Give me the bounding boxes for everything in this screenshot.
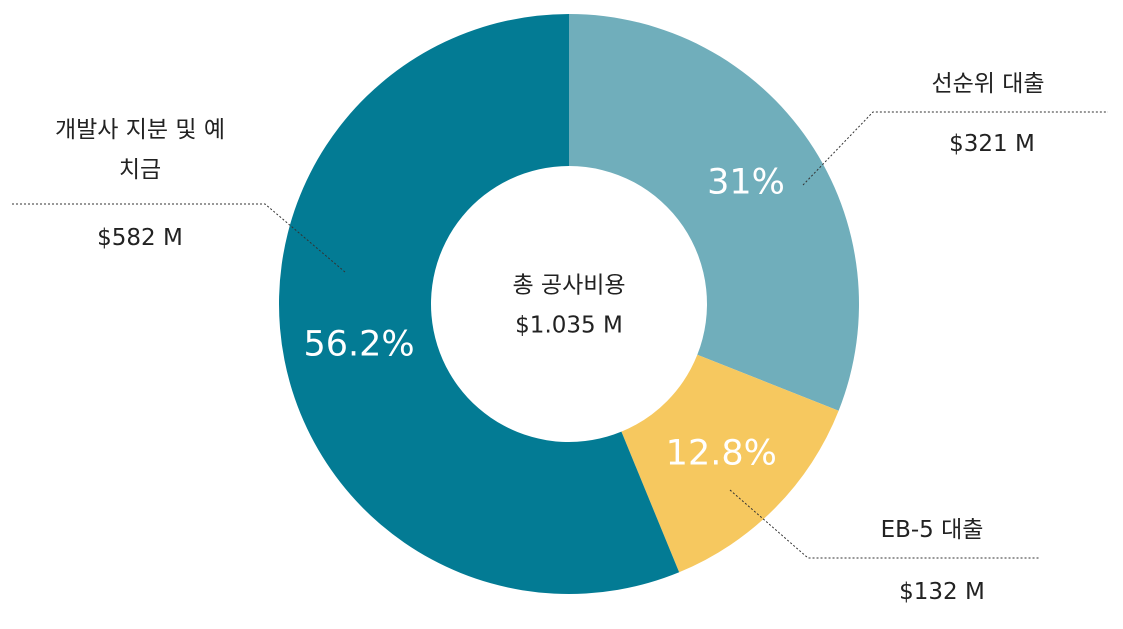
amount-label: $582 M (97, 225, 183, 251)
value-label: 12.8% (666, 433, 777, 473)
leader-line (802, 111, 1108, 186)
category-label: 개발사 지분 및 예치금 (54, 117, 226, 183)
value-label: 56.2% (303, 324, 414, 364)
donut-segment (569, 14, 860, 411)
center-value: $1.035 M (515, 313, 623, 339)
category-label: 선순위 대출 (931, 71, 1045, 97)
leader-line (12, 203, 346, 273)
amount-label: $132 M (899, 579, 985, 605)
donut-segment (621, 354, 839, 573)
category-label: EB-5 대출 (880, 517, 984, 543)
center-label: 총 공사비용 (512, 273, 625, 299)
donut-segment (279, 14, 680, 594)
value-label: 31% (707, 163, 785, 203)
amount-label: $321 M (949, 131, 1035, 157)
